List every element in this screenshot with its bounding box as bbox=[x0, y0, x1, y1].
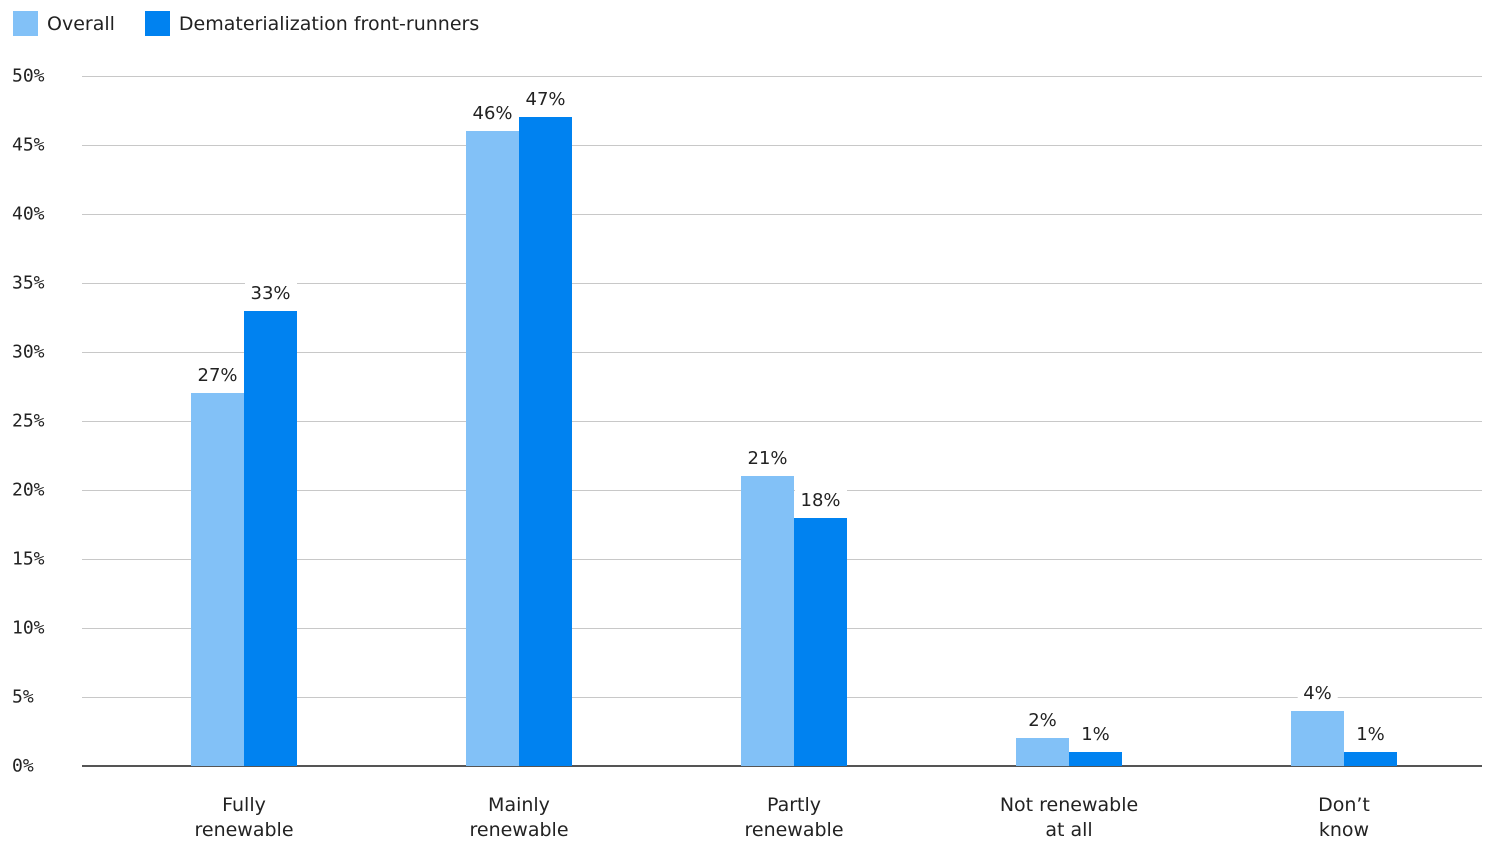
x-category-label-line2: at all bbox=[1045, 819, 1093, 841]
x-category-label: Mainly renewable bbox=[419, 793, 619, 843]
x-category-label-line1: Not renewable bbox=[999, 794, 1139, 816]
data-label-frontrunners: 18% bbox=[794, 489, 847, 512]
y-tick-label: 30% bbox=[12, 341, 45, 363]
x-category-label-line1: Fully bbox=[222, 794, 266, 816]
data-label-overall: 27% bbox=[191, 365, 244, 388]
x-category-label: Fully renewable bbox=[144, 793, 344, 843]
chart-legend: Overall Dematerialization front-runners bbox=[13, 11, 509, 36]
data-label-frontrunners: 1% bbox=[1350, 724, 1391, 747]
y-tick-label: 40% bbox=[12, 203, 45, 225]
bar-overall bbox=[191, 393, 244, 766]
bar-frontrunners bbox=[1069, 752, 1122, 766]
bar-frontrunners bbox=[1344, 752, 1397, 766]
data-label-overall: 4% bbox=[1297, 682, 1338, 705]
y-tick-label: 45% bbox=[12, 134, 45, 156]
bar-overall bbox=[1016, 738, 1069, 766]
bar-frontrunners bbox=[519, 117, 572, 766]
x-category-label-line1: Mainly bbox=[488, 794, 550, 816]
x-category-label-line1: Don’t bbox=[1318, 794, 1370, 816]
bar-frontrunners bbox=[244, 310, 297, 766]
data-label-overall: 21% bbox=[741, 448, 794, 471]
y-tick-label: 25% bbox=[12, 410, 45, 432]
legend-item-frontrunners: Dematerialization front-runners bbox=[144, 11, 480, 36]
y-tick-label: 35% bbox=[12, 272, 45, 294]
legend-label-frontrunners: Dematerialization front-runners bbox=[178, 12, 480, 35]
y-tick-label: 0% bbox=[12, 755, 34, 777]
x-category-label-line2: renewable bbox=[744, 819, 844, 841]
gridline bbox=[82, 145, 1482, 146]
data-label-overall: 46% bbox=[466, 103, 519, 126]
gridline bbox=[82, 214, 1482, 215]
legend-item-overall: Overall bbox=[13, 11, 115, 36]
y-tick-label: 50% bbox=[12, 65, 45, 87]
x-category-label: Not renewable at all bbox=[969, 793, 1169, 843]
y-tick-label: 20% bbox=[12, 479, 45, 501]
x-category-label-line1: Partly bbox=[766, 794, 822, 816]
x-category-label: Don’t know bbox=[1244, 793, 1444, 843]
bar-frontrunners bbox=[794, 517, 847, 766]
gridline bbox=[82, 76, 1482, 77]
x-category-label-line2: renewable bbox=[469, 819, 569, 841]
x-category-label: Partly renewable bbox=[694, 793, 894, 843]
legend-swatch-frontrunners bbox=[144, 11, 170, 36]
gridline bbox=[82, 352, 1482, 353]
data-label-frontrunners: 1% bbox=[1075, 724, 1116, 747]
legend-label-overall: Overall bbox=[47, 12, 115, 35]
bar-overall bbox=[741, 476, 794, 766]
bar-overall bbox=[466, 131, 519, 766]
y-tick-label: 15% bbox=[12, 548, 45, 570]
bar-overall bbox=[1291, 710, 1344, 766]
y-tick-label: 10% bbox=[12, 617, 45, 639]
legend-swatch-overall bbox=[13, 11, 38, 36]
y-tick-label: 5% bbox=[12, 686, 34, 708]
gridline bbox=[82, 421, 1482, 422]
x-category-label-line2: know bbox=[1318, 819, 1370, 841]
gridline bbox=[82, 283, 1482, 284]
data-label-frontrunners: 33% bbox=[244, 282, 297, 305]
x-category-label-line2: renewable bbox=[194, 819, 294, 841]
data-label-overall: 2% bbox=[1022, 710, 1063, 733]
data-label-frontrunners: 47% bbox=[519, 89, 572, 112]
x-axis-line bbox=[82, 765, 1482, 767]
